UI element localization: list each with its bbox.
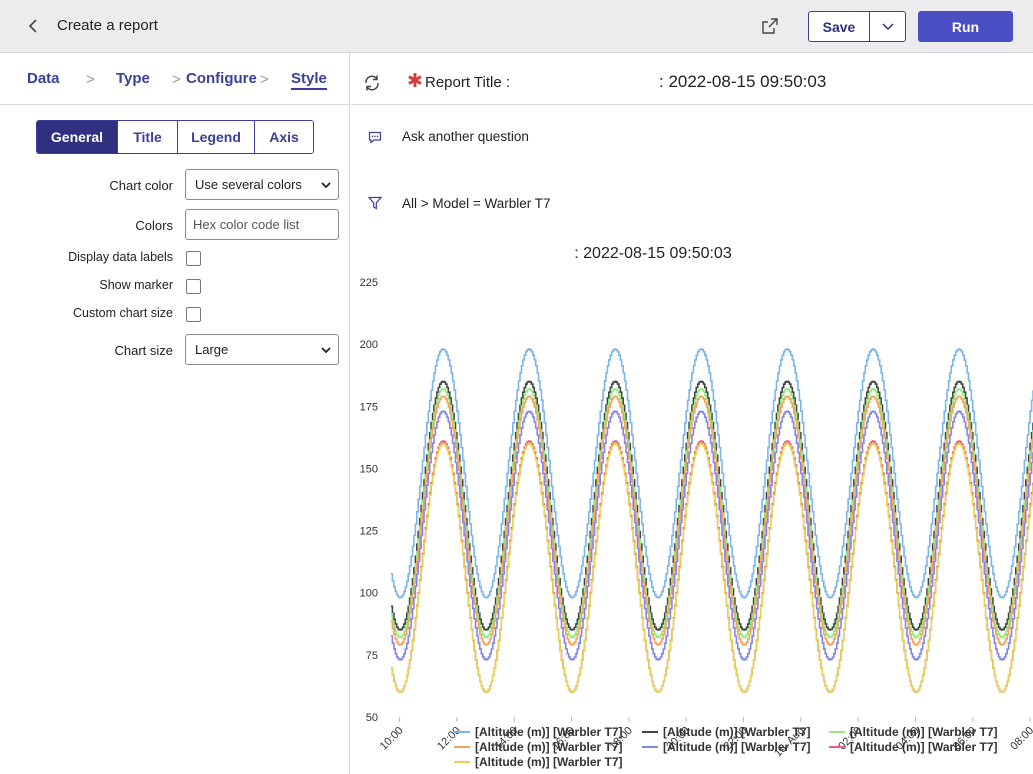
colors-label: Colors [135, 218, 173, 233]
report-title-value[interactable]: : 2022-08-15 09:50:03 [659, 72, 827, 91]
step-data[interactable]: Data [27, 70, 60, 87]
chart-size-select[interactable]: Large [185, 334, 339, 365]
show-marker-label: Show marker [99, 278, 173, 292]
legend-item[interactable]: [Altitude (m)] [Warbler T7] [663, 740, 811, 754]
ask-another-question-link[interactable]: Ask another question [402, 129, 529, 144]
y-tick-label: 50 [366, 712, 378, 724]
step-separator-icon: > [172, 71, 181, 88]
series-line [391, 388, 1033, 639]
report-preview: ✱ Report Title : : 2022-08-15 09:50:03 A… [351, 53, 1033, 774]
legend-item[interactable]: [Altitude (m)] [Warbler T7] [850, 740, 998, 754]
legend-item[interactable]: [Altitude (m)] [Warbler T7] [475, 740, 623, 754]
chevron-down-icon [321, 347, 331, 354]
legend-item[interactable]: [Altitude (m)] [Warbler T7] [663, 725, 811, 739]
series-line [391, 348, 1033, 599]
colors-input[interactable] [185, 209, 339, 240]
save-options-button[interactable] [870, 12, 905, 41]
back-button[interactable] [22, 14, 44, 38]
required-asterisk-icon: ✱ [407, 71, 423, 92]
style-tabs: General Title Legend Axis [36, 120, 314, 154]
y-tick-label: 150 [360, 463, 378, 475]
y-tick-label: 175 [360, 401, 378, 413]
legend-item[interactable]: [Altitude (m)] [Warbler T7] [850, 725, 998, 739]
y-tick-label: 100 [360, 588, 378, 600]
wizard-steps: Data > Type > Configure > Style [0, 53, 349, 105]
chart-color-label: Chart color [109, 178, 173, 193]
filter-breadcrumb: All > Model = Warbler T7 [402, 196, 551, 211]
tab-general[interactable]: General [37, 121, 118, 153]
x-tick-label: 08:00 [1008, 725, 1033, 753]
report-title-row: ✱ Report Title : : 2022-08-15 09:50:03 [351, 53, 1033, 105]
chart-color-select[interactable]: Use several colors [185, 169, 339, 200]
x-tick-label: 12:00 [435, 725, 463, 753]
series-line [391, 395, 1033, 646]
top-bar: Create a report Save Run [0, 0, 1033, 53]
step-separator-icon: > [260, 71, 269, 88]
chevron-left-icon [28, 19, 37, 33]
legend-item[interactable]: [Altitude (m)] [Warbler T7] [475, 755, 623, 769]
series-line [391, 410, 1033, 661]
chart-title: : 2022-08-15 09:50:03 [574, 245, 732, 262]
custom-chart-size-label: Custom chart size [72, 306, 173, 320]
custom-chart-size-checkbox[interactable] [186, 307, 201, 322]
legend-item[interactable]: [Altitude (m)] [Warbler T7] [475, 725, 623, 739]
ask-question-row[interactable]: Ask another question [351, 115, 1033, 161]
series-line [391, 380, 1033, 631]
page-title: Create a report [57, 17, 158, 34]
y-tick-label: 75 [366, 650, 378, 662]
step-configure[interactable]: Configure [186, 70, 257, 87]
export-icon [762, 18, 778, 34]
step-type[interactable]: Type [116, 70, 150, 87]
chevron-down-icon [321, 182, 331, 189]
run-button[interactable]: Run [918, 11, 1013, 42]
filter-icon[interactable] [368, 196, 382, 210]
step-separator-icon: > [86, 71, 95, 88]
line-chart: : 2022-08-15 09:50:03 50 75 100 125 150 175 20… [360, 245, 1033, 769]
y-tick-label: 125 [360, 526, 378, 538]
tab-axis[interactable]: Axis [255, 121, 313, 153]
x-tick-label: 10:00 [378, 725, 406, 753]
tab-title[interactable]: Title [118, 121, 178, 153]
chat-bubble-icon [368, 131, 382, 144]
chart-color-value: Use several colors [195, 177, 302, 192]
step-style[interactable]: Style [291, 70, 327, 90]
chart-size-label: Chart size [114, 343, 173, 358]
chevron-down-icon [881, 22, 894, 30]
save-button[interactable]: Save [809, 12, 870, 41]
report-title-label: Report Title : [425, 74, 511, 91]
save-button-group: Save [808, 11, 906, 42]
display-data-labels-checkbox[interactable] [186, 251, 201, 266]
filter-row: All > Model = Warbler T7 [351, 183, 1033, 223]
chart-size-value: Large [195, 342, 229, 357]
refresh-icon[interactable] [363, 74, 381, 92]
show-marker-checkbox[interactable] [186, 279, 201, 294]
series-line [391, 442, 1033, 693]
style-panel: Data > Type > Configure > Style General … [0, 53, 350, 774]
display-data-labels-label: Display data labels [68, 250, 173, 264]
y-tick-label: 200 [360, 339, 378, 351]
export-button[interactable] [758, 14, 782, 38]
y-tick-label: 225 [360, 277, 378, 289]
tab-legend[interactable]: Legend [178, 121, 255, 153]
